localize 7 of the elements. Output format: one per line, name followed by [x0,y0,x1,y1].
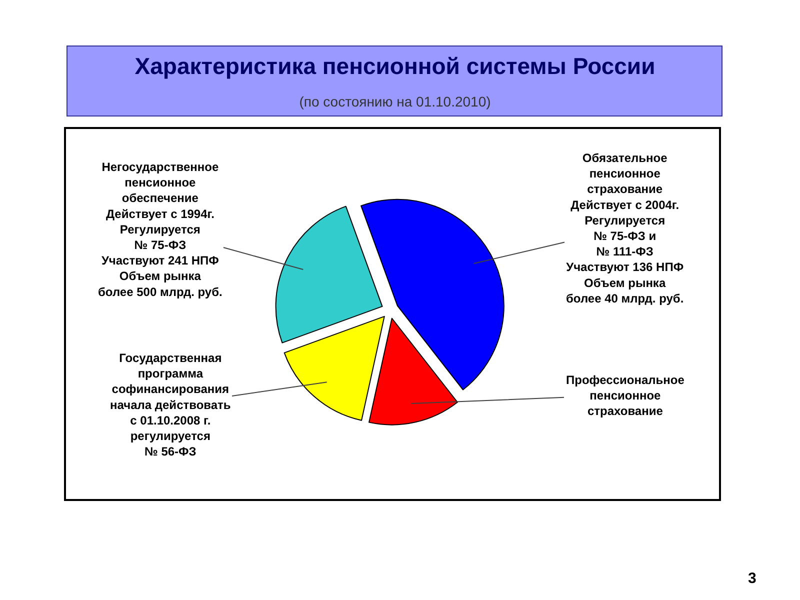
chart-title: Характеристика пенсионной системы России [134,53,656,80]
slice-label: Профессиональное пенсионное страхование [566,373,685,418]
slice-label: Государственная программа софинансирования начала действовать с 01.10.2008 г. регулируется № 56-ФЗ [110,351,231,459]
category-label: Обязательное пенсионное страхование Действует с 2004г. Регулируется № 75-ФЗ и № 111-ФЗ Участвуют 136 НПФ Объем рынка более 40 млрд. руб. [566,151,684,306]
category-label: Негосударственное пенсионное обеспечение Действует с 1994г. Регулируется № 75-ФЗ Участвуют 241 НПФ Объем рынка более 500 млрд. руб. [98,160,222,299]
chart-subtitle: (по состоянию на 01.10.2010) [299,93,491,110]
text: 3 [748,570,756,587]
